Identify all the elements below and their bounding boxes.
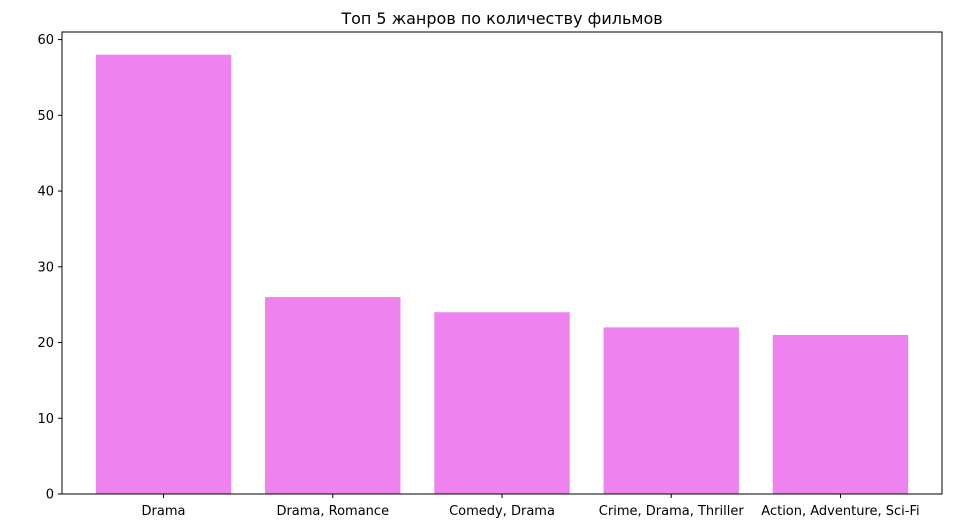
bar-0 — [95, 54, 232, 494]
x-tick-label-0: Drama — [142, 504, 186, 519]
y-tick-label-1: 10 — [37, 412, 54, 427]
y-tick-label-6: 60 — [37, 33, 54, 48]
bar-4 — [772, 334, 909, 494]
bar-2 — [434, 312, 570, 494]
bars-layer — [95, 54, 909, 494]
x-tick-label-1: Drama, Romance — [276, 504, 389, 519]
bar-1 — [265, 297, 401, 494]
x-tick-label-3: Crime, Drama, Thriller — [599, 504, 745, 519]
bar-3 — [603, 327, 739, 494]
plot-frame — [61, 31, 943, 495]
y-tick-label-2: 20 — [37, 336, 54, 351]
y-tick-label-3: 30 — [37, 260, 54, 275]
chart-title: Топ 5 жанров по количеству фильмов — [340, 9, 662, 28]
y-tick-label-4: 40 — [37, 185, 54, 200]
y-tick-label-5: 50 — [37, 109, 54, 124]
x-tick-label-2: Comedy, Drama — [449, 504, 555, 519]
axes-layer: Drama Drama, Romance Comedy, Drama Crime, D… — [37, 31, 943, 519]
y-tick-label-0: 0 — [46, 488, 54, 503]
x-tick-label-4: Action, Adventure, Sci-Fi — [761, 504, 919, 519]
